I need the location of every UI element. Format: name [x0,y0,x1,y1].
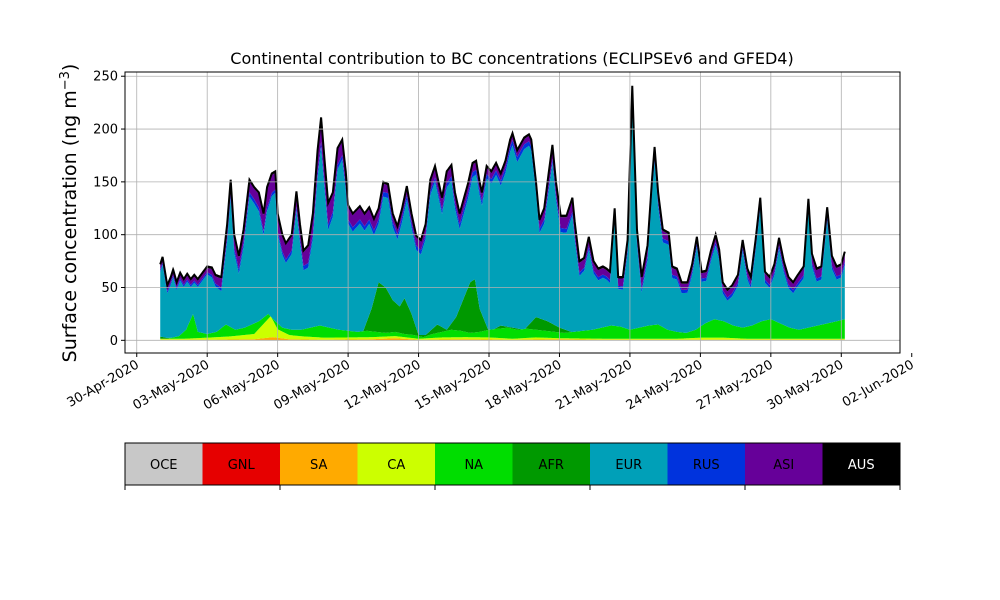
legend-swatch-sa [280,443,358,485]
legend-swatch-na [435,443,513,485]
x-tick-label: 27-May-2020 [694,357,776,413]
x-tick-label: 18-May-2020 [483,357,565,413]
x-tick-label: 03-May-2020 [131,357,213,413]
legend-label-oce: OCE [150,458,178,473]
plot-frame [124,71,901,354]
legend-label-aus: AUS [848,458,875,473]
x-tick-label: 15-May-2020 [412,357,494,413]
area-ca [160,316,845,340]
x-tick-label: 21-May-2020 [553,357,635,413]
legend-label-na: NA [464,458,483,473]
plot-area [159,85,846,341]
legend-swatch-afr [512,443,590,485]
x-tick-label: 30-May-2020 [765,357,847,413]
legend-label-rus: RUS [693,458,720,473]
area-na [160,313,845,339]
legend-swatch-asi [745,443,823,485]
x-tick-label: 12-May-2020 [342,357,424,413]
legend-label-eur: EUR [615,458,642,473]
x-tick-label: 02-Jun-2020 [840,357,917,410]
legend-label-ca: CA [387,458,405,473]
legend-swatch-eur [590,443,668,485]
chart-title: Continental contribution to BC concentra… [230,49,793,68]
legend-label-afr: AFR [539,458,564,473]
legend-swatch-ca [357,443,435,485]
y-tick-label: 200 [93,123,118,138]
legend-label-gnl: GNL [228,458,256,473]
area-eur [160,99,845,338]
x-tick-label: 30-Apr-2020 [65,357,142,410]
x-tick-label: 06-May-2020 [201,357,283,413]
legend-frame [124,442,901,486]
y-tick-label: 250 [93,70,118,85]
y-tick-label: 0 [110,334,118,349]
legend-swatch-aus [822,443,900,485]
y-axis-label: Surface concentration (ng m−3) [58,64,81,363]
legend-swatch-oce [125,443,203,485]
y-tick-label: 150 [93,175,118,190]
legend-label-sa: SA [310,458,327,473]
area-afr [160,279,845,339]
x-tick-label: 24-May-2020 [624,357,706,413]
y-axis-label-close: ) [59,64,81,71]
legend-swatch-rus [667,443,745,485]
legend-label-asi: ASI [773,458,794,473]
y-tick-label: 100 [93,228,118,243]
y-axis-label-exponent: −3 [58,71,73,90]
legend-swatch-gnl [202,443,280,485]
legend: OCE GNL SA CA NA AFR EUR RUS ASI AUS [124,442,901,490]
x-tick-label: 09-May-2020 [271,357,353,413]
y-tick-label: 50 [101,281,118,296]
y-axis-label-main: Surface concentration (ng m [59,90,81,362]
